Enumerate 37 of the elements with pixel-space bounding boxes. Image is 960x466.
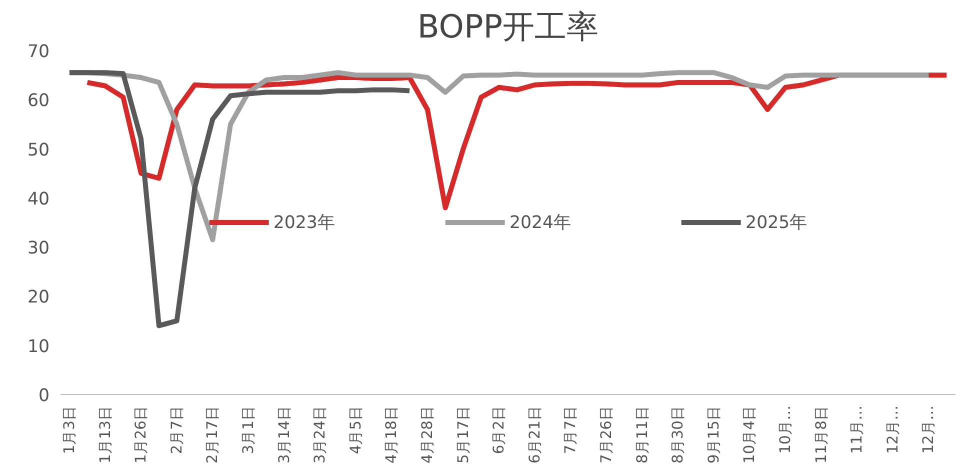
x-tick-label: 3月1日: [240, 405, 257, 454]
x-tick-label: 6月21日: [526, 405, 544, 464]
x-tick-label: 2月7日: [168, 405, 186, 454]
x-tick-label: 3月24日: [312, 405, 329, 464]
y-tick-label: 40: [27, 189, 50, 210]
x-tick-label: 11月…: [848, 405, 866, 454]
x-tick-label: 6月2日: [490, 405, 508, 454]
y-tick-label: 10: [27, 336, 50, 357]
x-tick-label: 11月8日: [812, 405, 830, 464]
y-tick-label: 50: [27, 140, 50, 160]
x-tick-label: 1月13日: [96, 405, 114, 464]
x-tick-label: 12月…: [920, 405, 938, 454]
x-tick-label: 7月26日: [598, 405, 615, 464]
y-tick-label: 20: [27, 288, 50, 308]
x-tick-label: 7月7日: [562, 405, 580, 454]
y-tick-label: 30: [27, 238, 50, 259]
x-tick-label: 1月26日: [132, 405, 150, 464]
x-tick-label: 4月18日: [383, 405, 400, 464]
x-tick-label: 12月…: [884, 405, 902, 454]
x-tick-label: 4月28日: [418, 405, 436, 464]
y-tick-label: 0: [38, 386, 50, 406]
y-tick-label: 60: [27, 91, 50, 112]
legend-label: 2023年: [273, 212, 334, 234]
y-tick-label: 70: [27, 42, 50, 62]
x-tick-label: 5月17日: [454, 405, 472, 464]
x-tick-label: 3月14日: [276, 405, 293, 464]
x-tick-label: 4月5日: [347, 405, 364, 454]
x-tick-label: 1月3日: [60, 405, 78, 454]
x-tick-label: 2月17日: [204, 405, 222, 464]
x-tick-label: 10月…: [776, 405, 794, 454]
chart-title: BOPP开工率: [417, 8, 599, 46]
legend-label: 2025年: [746, 212, 807, 234]
x-tick-label: 8月30日: [670, 405, 687, 464]
x-tick-label: 9月15日: [705, 405, 722, 464]
x-tick-label: 10月4日: [741, 405, 758, 464]
legend-label: 2024年: [509, 212, 571, 234]
x-tick-label: 8月11日: [634, 405, 651, 464]
